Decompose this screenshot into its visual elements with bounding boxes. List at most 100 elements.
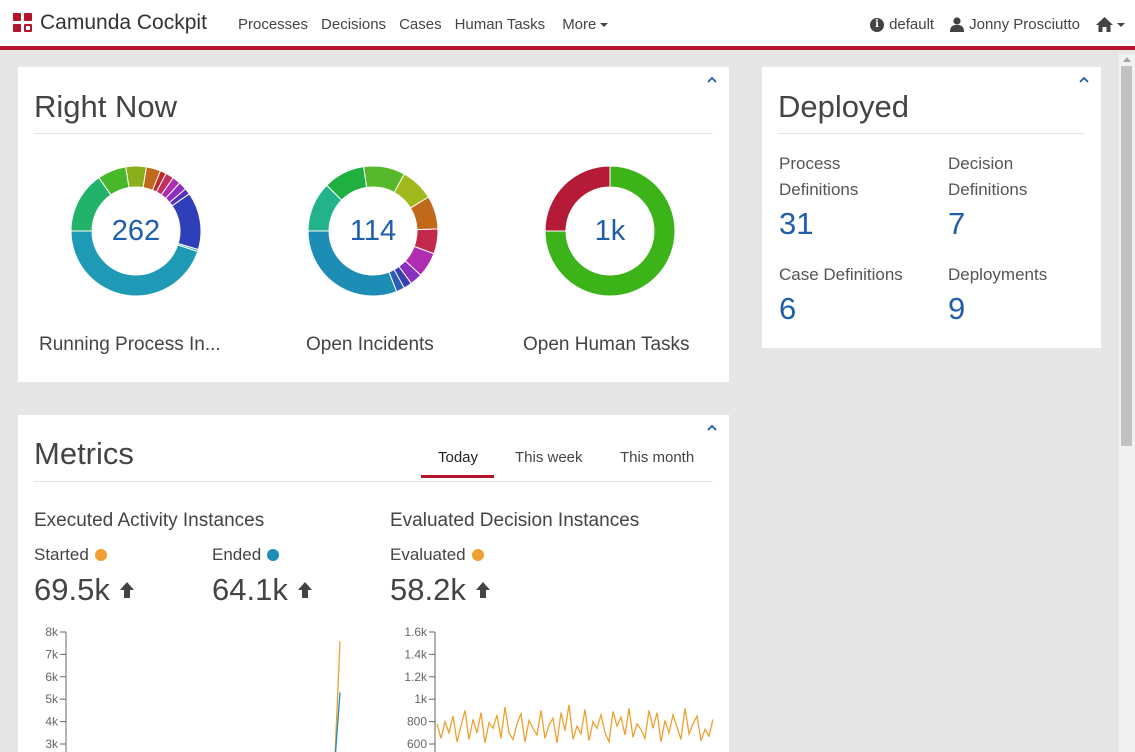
y-tick-label: 1.6k	[404, 625, 428, 639]
nav-processes[interactable]: Processes	[238, 16, 309, 33]
executed-activity-title: Executed Activity Instances	[34, 510, 265, 531]
nav-cases[interactable]: Cases	[399, 16, 442, 33]
decision-definitions-label-line2: Definitions	[948, 180, 1028, 199]
series-line-ended[interactable]	[68, 692, 341, 752]
started-color-dot	[94, 549, 107, 561]
app-title: Camunda Cockpit	[40, 11, 207, 34]
nav-decisions[interactable]: Decisions	[321, 16, 387, 33]
engine-selector[interactable]: i default	[870, 16, 934, 33]
arrow-up-icon	[119, 582, 134, 598]
process-definitions-label-line2: Definitions	[779, 180, 859, 199]
evaluated-metric: 58.2k	[390, 572, 490, 608]
y-tick-label: 7k	[45, 647, 59, 661]
metrics-panel: Metrics Today This week This month Execu…	[18, 415, 729, 752]
collapse-chevron-icon[interactable]	[707, 75, 717, 85]
collapse-chevron-icon[interactable]	[707, 423, 717, 433]
open-incidents-count[interactable]: 114	[349, 215, 397, 247]
collapse-chevron-icon[interactable]	[1079, 75, 1089, 85]
engine-name: default	[889, 16, 935, 33]
open-human-tasks-donut[interactable]: 1k	[544, 165, 676, 297]
deployed-panel: Deployed Process Definitions 31 Decision…	[762, 67, 1101, 348]
evaluated-value: 58.2k	[390, 572, 466, 607]
tab-today[interactable]: Today	[438, 449, 479, 466]
deployed-title: Deployed	[778, 89, 909, 124]
open-incidents-donut[interactable]: 114	[307, 165, 439, 297]
evaluated-color-dot	[471, 549, 484, 561]
home-icon	[1096, 17, 1113, 32]
evaluated-legend: Evaluated	[390, 545, 484, 565]
y-tick-label: 3k	[45, 737, 59, 751]
tab-this-month[interactable]: This month	[620, 449, 695, 466]
case-definitions-count[interactable]: 6	[779, 291, 797, 326]
info-icon: i	[870, 17, 885, 32]
process-definitions-label[interactable]: Process Definitions	[779, 151, 858, 203]
y-tick-label: 1.4k	[404, 647, 428, 661]
y-tick-label: 4k	[45, 715, 59, 729]
right-now-panel: Right Now 262 Running Process In... 114 …	[18, 67, 729, 382]
series-line-evaluated[interactable]	[436, 704, 713, 745]
decision-definitions-count[interactable]: 7	[948, 206, 966, 241]
decision-definitions-label-line1: Decision	[948, 154, 1014, 173]
deployments-count[interactable]: 9	[948, 291, 966, 326]
y-tick-label: 6k	[45, 670, 59, 684]
deployments-label[interactable]: Deployments	[948, 265, 1048, 284]
y-tick-label: 1.2k	[404, 670, 428, 684]
nav-human-tasks[interactable]: Human Tasks	[454, 16, 546, 33]
brand[interactable]: Camunda Cockpit	[13, 11, 207, 35]
running-process-chart[interactable]	[70, 165, 202, 297]
running-process-label[interactable]: Running Process In...	[39, 334, 221, 355]
ended-metric: 64.1k	[212, 572, 312, 608]
divider	[34, 133, 713, 134]
arrow-up-icon	[297, 582, 312, 598]
nav-right: i default Jonny Prosciutto	[854, 16, 1125, 33]
caret-down-icon	[1117, 22, 1125, 27]
ended-value: 64.1k	[212, 572, 288, 607]
started-legend: Started	[34, 545, 107, 565]
started-label: Started	[34, 545, 89, 564]
donut-segment[interactable]	[544, 165, 611, 232]
right-now-title: Right Now	[34, 89, 177, 124]
open-incidents-chart[interactable]	[307, 165, 439, 297]
metrics-title: Metrics	[34, 436, 134, 471]
user-name: Jonny Prosciutto	[969, 16, 1080, 33]
active-tab-indicator	[421, 475, 494, 478]
y-tick-label: 600	[407, 737, 427, 751]
ended-color-dot	[267, 549, 280, 561]
open-human-tasks-count[interactable]: 1k	[594, 215, 626, 247]
divider	[34, 481, 713, 482]
started-metric: 69.5k	[34, 572, 134, 608]
running-process-donut[interactable]: 262	[70, 165, 202, 297]
donut-segment[interactable]	[307, 184, 343, 232]
evaluated-label: Evaluated	[390, 545, 466, 564]
evaluated-decision-chart[interactable]: 1.6k 1.4k 1.2k 1k 800 600	[373, 620, 713, 752]
user-menu[interactable]: Jonny Prosciutto	[950, 16, 1080, 33]
running-process-count[interactable]: 262	[111, 215, 161, 247]
y-tick-label: 5k	[45, 692, 59, 706]
camunda-logo-icon	[13, 13, 33, 33]
page-scrollbar[interactable]	[1117, 54, 1135, 752]
scroll-thumb[interactable]	[1121, 66, 1132, 446]
top-navbar: Camunda Cockpit Processes Decisions Case…	[0, 0, 1135, 50]
scroll-up-icon[interactable]	[1123, 57, 1131, 62]
open-human-tasks-label[interactable]: Open Human Tasks	[523, 334, 690, 355]
process-definitions-count[interactable]: 31	[779, 206, 814, 241]
executed-activity-chart[interactable]: 8k 7k 6k 5k 4k 3k	[18, 620, 358, 752]
ended-legend: Ended	[212, 545, 280, 565]
donut-segment[interactable]	[70, 230, 199, 297]
divider	[778, 133, 1085, 134]
process-definitions-label-line1: Process	[779, 154, 841, 173]
decision-definitions-label[interactable]: Decision Definitions	[948, 151, 1027, 203]
donut-segment[interactable]	[70, 176, 112, 232]
donut-segment[interactable]	[544, 165, 676, 297]
arrow-up-icon	[475, 582, 490, 598]
home-menu[interactable]	[1096, 17, 1125, 32]
evaluated-decision-title: Evaluated Decision Instances	[390, 510, 640, 531]
nav-more-dropdown[interactable]: More	[562, 16, 609, 33]
case-definitions-label[interactable]: Case Definitions	[779, 265, 903, 284]
open-incidents-label[interactable]: Open Incidents	[306, 334, 434, 355]
tab-this-week[interactable]: This week	[515, 449, 583, 466]
series-line-started[interactable]	[68, 640, 341, 752]
open-human-tasks-chart[interactable]	[544, 165, 676, 297]
nav-more-label: More	[562, 16, 597, 33]
user-icon	[950, 17, 965, 32]
